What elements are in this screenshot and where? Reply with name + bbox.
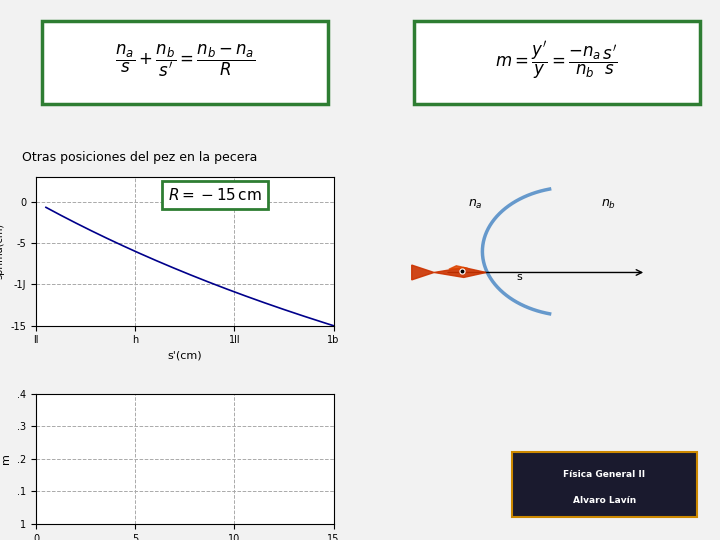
Text: s: s — [517, 272, 523, 282]
Text: $\dfrac{n_a}{s} + \dfrac{n_b}{s^{\prime}} = \dfrac{n_b - n_a}{R}$: $\dfrac{n_a}{s} + \dfrac{n_b}{s^{\prime}… — [114, 43, 255, 79]
Text: Otras posiciones del pez en la pecera: Otras posiciones del pez en la pecera — [22, 151, 257, 165]
Polygon shape — [434, 267, 486, 278]
Y-axis label: sprima(cm): sprima(cm) — [0, 224, 5, 280]
Text: Física General II: Física General II — [563, 470, 645, 479]
FancyBboxPatch shape — [512, 453, 697, 517]
FancyBboxPatch shape — [42, 21, 328, 104]
Text: Alvaro Lavín: Alvaro Lavín — [573, 496, 636, 505]
Text: $n_b$: $n_b$ — [601, 198, 616, 211]
Text: $m = \dfrac{y^{\prime}}{y} = \dfrac{-n_a}{n_b}\dfrac{s^{\prime}}{s}$: $m = \dfrac{y^{\prime}}{y} = \dfrac{-n_a… — [495, 39, 618, 82]
Text: $R = -15\,\mathrm{cm}$: $R = -15\,\mathrm{cm}$ — [168, 187, 261, 203]
Polygon shape — [412, 265, 434, 280]
FancyBboxPatch shape — [414, 21, 700, 104]
Polygon shape — [449, 266, 467, 269]
X-axis label: s'(cm): s'(cm) — [168, 351, 202, 361]
Y-axis label: m: m — [1, 454, 12, 464]
Text: $n_a$: $n_a$ — [467, 198, 482, 211]
